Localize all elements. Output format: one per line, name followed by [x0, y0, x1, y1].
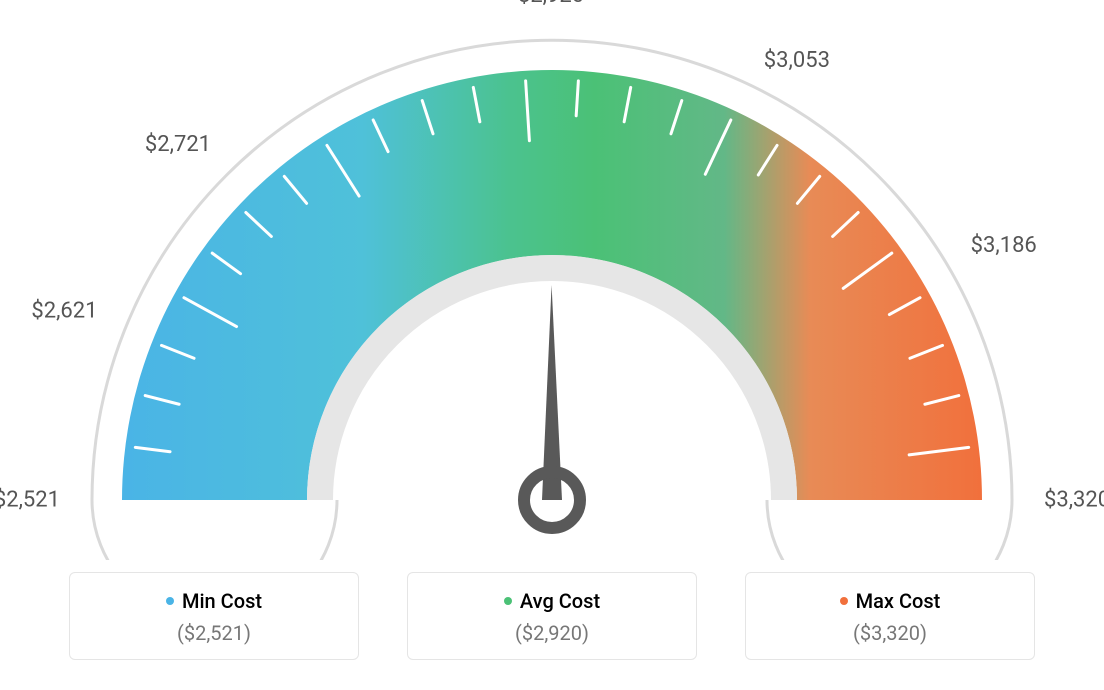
gauge-tick-label: $3,053	[764, 48, 830, 73]
gauge-tick-label: $2,920	[518, 0, 584, 8]
dot-icon	[504, 597, 512, 605]
dot-icon	[166, 597, 174, 605]
gauge-tick-label: $3,320	[1044, 488, 1104, 513]
legend-card-avg: Avg Cost ($2,920)	[407, 572, 697, 660]
gauge-tick-label: $2,721	[145, 132, 211, 157]
gauge-tick-label: $2,621	[31, 299, 97, 324]
legend-card-min: Min Cost ($2,521)	[69, 572, 359, 660]
cost-gauge-widget: $2,521 $2,621 $2,721 $2,920 $3,053 $3,186 $3,3…	[0, 0, 1104, 690]
legend-title-max: Max Cost	[746, 589, 1034, 613]
legend-value-avg: ($2,920)	[408, 621, 696, 645]
legend-title-min: Min Cost	[70, 589, 358, 613]
legend-card-max: Max Cost ($3,320)	[745, 572, 1035, 660]
legend-value-min: ($2,521)	[70, 621, 358, 645]
dot-icon	[840, 597, 848, 605]
gauge-svg	[0, 0, 1104, 560]
legend-title-avg: Avg Cost	[408, 589, 696, 613]
gauge-area: $2,521 $2,621 $2,721 $2,920 $3,053 $3,186 $3,3…	[0, 0, 1104, 560]
gauge-outline-endcap	[767, 500, 1012, 560]
legend-title-max-text: Max Cost	[856, 589, 941, 613]
gauge-tick-label: $2,521	[0, 488, 60, 513]
legend-value-max: ($3,320)	[746, 621, 1034, 645]
legend-row: Min Cost ($2,521) Avg Cost ($2,920) Max …	[0, 572, 1104, 660]
gauge-outline-endcap	[92, 500, 337, 560]
legend-title-avg-text: Avg Cost	[520, 589, 600, 613]
legend-title-min-text: Min Cost	[182, 589, 262, 613]
gauge-tick-label: $3,186	[971, 233, 1037, 258]
